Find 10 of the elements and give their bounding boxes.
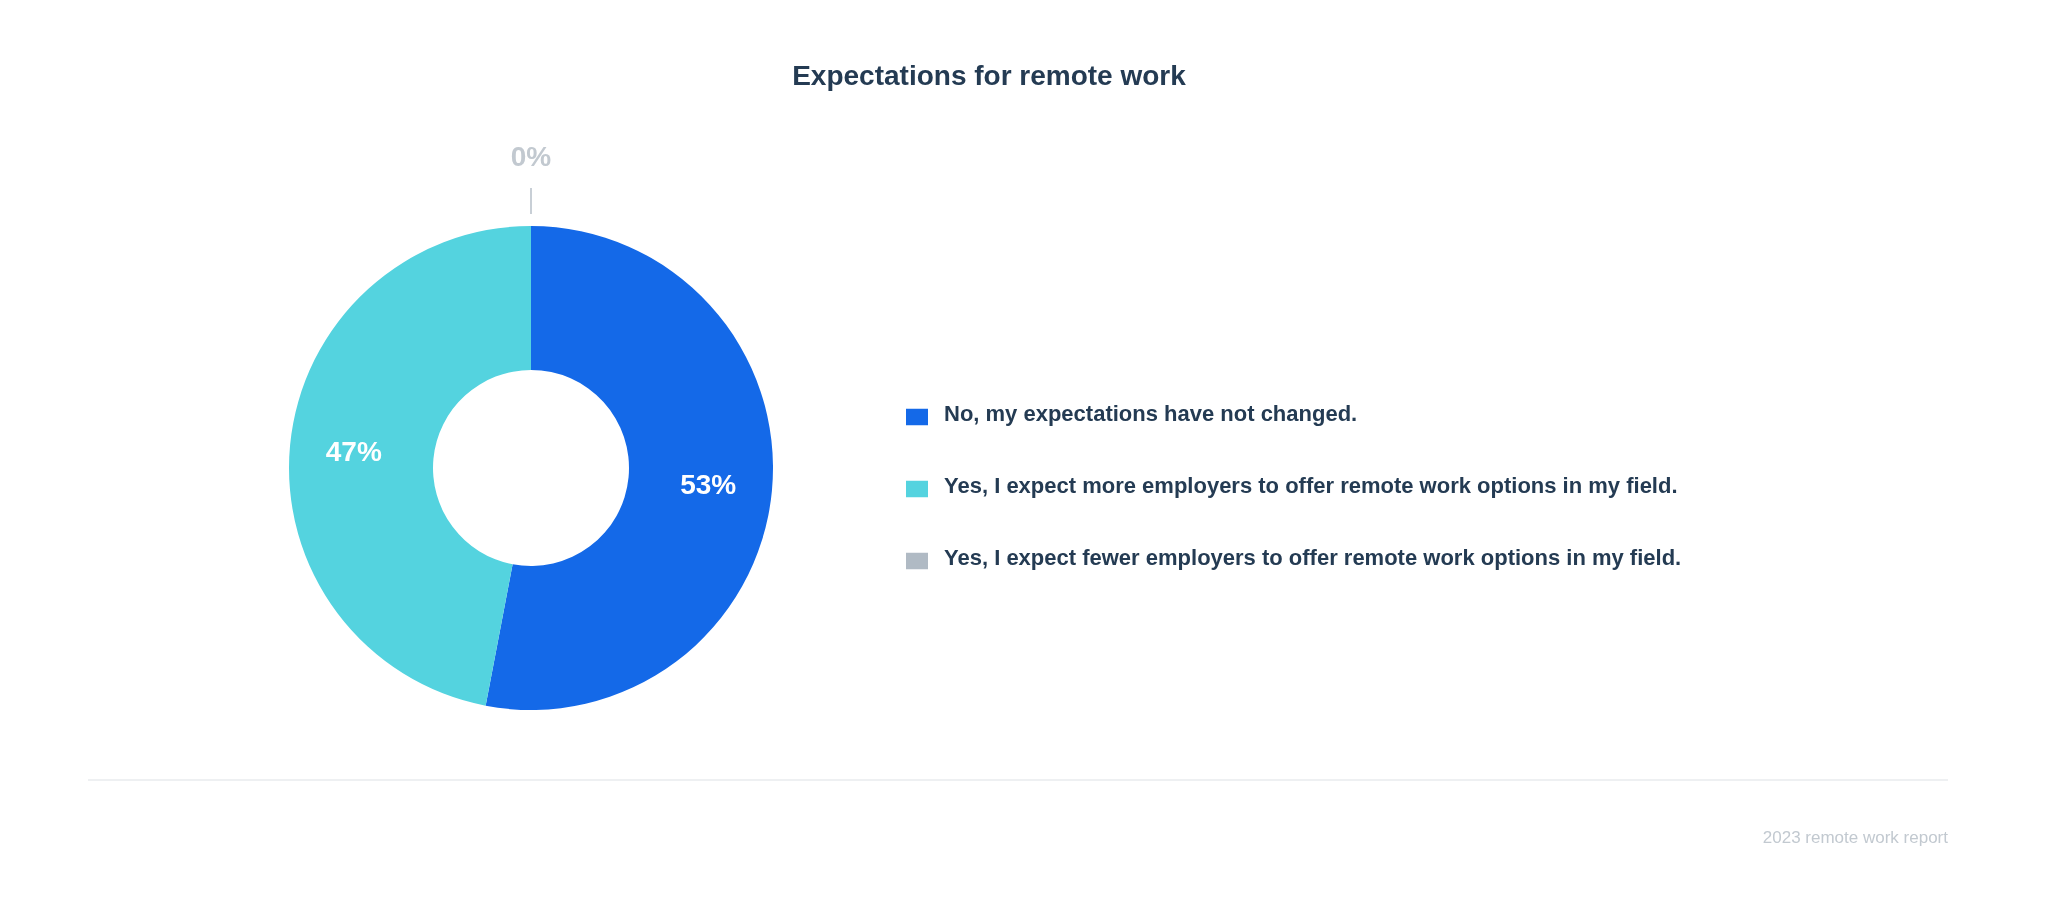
- chart-title: Expectations for remote work: [791, 60, 1187, 92]
- text: 2023 remote work report: [1762, 828, 1948, 848]
- donut-slice: [289, 226, 531, 706]
- data-label: 47%: [325, 435, 382, 467]
- legend-label: Yes, I expect fewer employers to offer remote work options in my field.: [944, 545, 1682, 570]
- text: 0%: [510, 140, 552, 172]
- donut-slice: [485, 226, 773, 710]
- legend-label: No, my expectations have not changed.: [944, 401, 1358, 426]
- legend-label: Yes, I expect more employers to offer remote work options in my field.: [944, 473, 1678, 498]
- data-label: 53%: [680, 469, 737, 501]
